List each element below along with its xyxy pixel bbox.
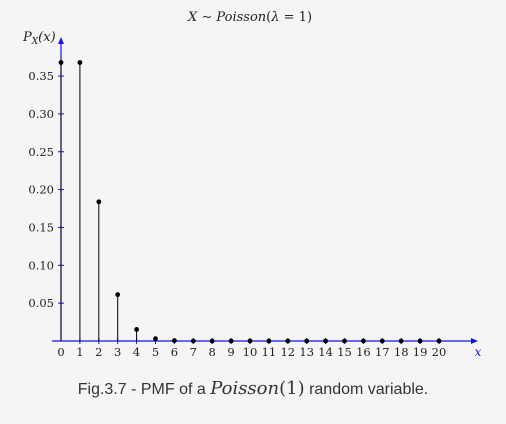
stem-point [361, 338, 366, 344]
stem-point [285, 338, 291, 344]
ylabel-p: P [22, 30, 32, 45]
stem-point [153, 336, 158, 342]
x-tick-label: 10 [243, 345, 258, 359]
caption-math: Poisson(1) [210, 378, 304, 399]
caption-num: 1 [286, 378, 298, 399]
y-tick-label: 0.10 [28, 258, 54, 272]
title-rparen: ) [307, 10, 312, 25]
stem-point [115, 292, 121, 297]
x-tick-label: 19 [413, 345, 428, 359]
x-tick-label: 9 [227, 345, 234, 359]
x-tick-label: 12 [280, 345, 295, 359]
title-dist: Poisson [215, 10, 266, 25]
stem-point [134, 327, 140, 332]
title-lparen: ( [266, 10, 271, 25]
stem-point [379, 338, 385, 344]
x-tick-label: 0 [57, 345, 64, 359]
stem-point [228, 338, 234, 344]
x-tick-label: 3 [114, 345, 121, 359]
title-lambda: λ [270, 10, 279, 25]
y-tick-label: 0.15 [28, 220, 54, 234]
stem-point [323, 338, 328, 344]
stem-point [304, 338, 310, 344]
y-ticks: 0.05 0.10 0.15 0.20 0.25 0.30 0.35 [28, 69, 64, 310]
x-tick-label: 6 [171, 345, 178, 359]
stem-point [209, 338, 215, 344]
stem-point [266, 338, 272, 344]
x-tick-label: 14 [318, 345, 333, 359]
stem-point [172, 338, 177, 344]
x-tick-label: 13 [299, 345, 314, 359]
x-tick-label: 20 [432, 345, 447, 359]
x-axis-label: x [475, 345, 482, 359]
y-axis-arrow [58, 37, 64, 44]
title-val: 1 [299, 10, 307, 25]
caption-lparen: ( [279, 378, 287, 399]
stem-point [96, 199, 102, 205]
y-tick-label: 0.30 [28, 107, 54, 121]
caption-rparen: ) [297, 378, 305, 399]
x-tick-label: 5 [152, 345, 159, 359]
chart-title: X ∼ Poisson(λ = 1) [187, 10, 312, 25]
pmf-chart: X ∼ Poisson(λ = 1) PX(x) x 0.050.100.150… [22, 10, 482, 359]
x-tick-label: 4 [133, 345, 140, 359]
title-sim: ∼ [201, 10, 212, 25]
stem-point [247, 338, 253, 344]
caption-suffix: random variable. [304, 381, 429, 398]
x-tick-label: 17 [375, 345, 390, 359]
x-tick-label: 16 [356, 345, 371, 359]
stem-point [58, 60, 64, 65]
stems [58, 60, 442, 344]
x-tick-label: 7 [190, 345, 197, 359]
x-tick-label: 1 [76, 345, 83, 359]
x-tick-label: 2 [95, 345, 102, 359]
ylabel-sub: X [31, 37, 39, 47]
caption-dist: Poisson [210, 378, 280, 399]
x-tick-label: 8 [209, 345, 216, 359]
stem-point [417, 338, 423, 344]
stem-point [342, 338, 347, 344]
stem-point [190, 338, 196, 344]
x-tick-label: 11 [262, 345, 277, 359]
stem-point [436, 338, 442, 344]
y-tick-label: 0.05 [28, 296, 54, 310]
title-eq: = [280, 10, 299, 25]
y-axis-label: PX(x) [22, 30, 56, 47]
y-tick-label: 0.25 [28, 145, 54, 159]
x-axis-arrow [471, 338, 478, 344]
stem-point [398, 338, 404, 344]
y-tick-label: 0.35 [28, 69, 54, 83]
stem-point [77, 60, 83, 65]
figure-caption: Fig.3.7 - PMF of a Poisson(1) random var… [0, 378, 506, 399]
x-tick-label: 18 [394, 345, 409, 359]
ylabel-arg: (x) [38, 30, 55, 45]
caption-prefix: Fig.3.7 - PMF of a [77, 381, 211, 398]
x-tick-label: 15 [337, 345, 352, 359]
y-tick-label: 0.20 [28, 183, 54, 197]
title-var: X [187, 10, 198, 25]
